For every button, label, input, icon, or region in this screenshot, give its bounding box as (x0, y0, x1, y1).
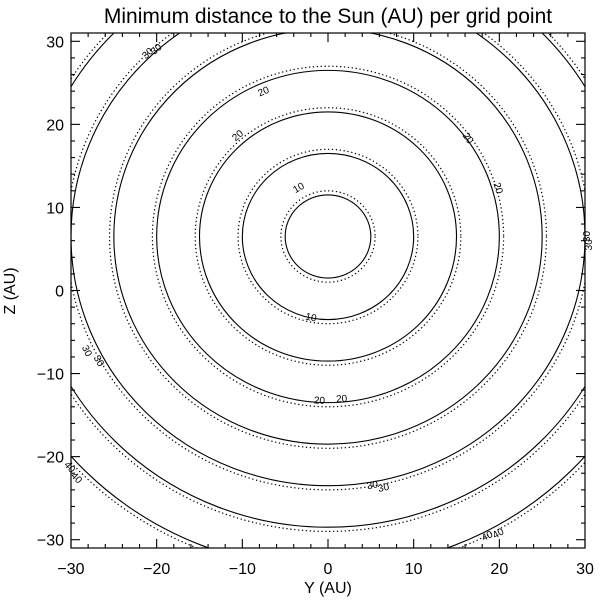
contour-label: 30 (91, 354, 106, 369)
contour-solid (71, 33, 585, 487)
contour-dotted (71, 461, 585, 548)
contour-dotted (280, 190, 376, 283)
y-tick-label: 0 (55, 284, 64, 301)
contour-solid (284, 194, 372, 279)
contour-label: 30 (377, 482, 391, 495)
contour-label: 20 (257, 85, 272, 100)
contour-label: 10 (291, 181, 307, 196)
contour-solid (156, 69, 500, 404)
contour-dotted (151, 65, 505, 408)
contour-dotted (237, 148, 419, 325)
y-tick-label: −30 (37, 533, 64, 550)
x-axis-label: Y (AU) (304, 580, 352, 597)
contour-solid (71, 455, 585, 548)
contour-dotted (194, 107, 462, 366)
contour-solid (198, 111, 458, 362)
contour-label: 30 (584, 239, 595, 251)
y-tick-label: 10 (46, 200, 64, 217)
y-tick-label: 20 (46, 117, 64, 134)
contour-lines (71, 33, 585, 548)
x-tick-label: −30 (57, 561, 84, 578)
contour-solid (71, 33, 585, 528)
y-tick-label: −20 (37, 450, 64, 467)
contour-label: 20 (491, 181, 505, 195)
x-tick-label: 0 (324, 561, 333, 578)
y-axis-label: Z (AU) (2, 267, 19, 314)
x-tick-label: −20 (143, 561, 170, 578)
y-tick-label: −10 (37, 367, 64, 384)
contour-solid (241, 152, 415, 321)
contour-label: 20 (314, 395, 326, 407)
axis-ticks (70, 33, 586, 548)
contour-label: 30 (582, 231, 593, 243)
contour-label: 20 (230, 128, 246, 144)
x-tick-label: 10 (405, 561, 423, 578)
contour-dotted (71, 33, 585, 491)
contour-dotted (109, 33, 547, 449)
y-tick-label: 30 (46, 34, 64, 51)
contour-label: 40 (491, 526, 506, 541)
contour-dotted (71, 33, 585, 532)
x-tick-label: −10 (229, 561, 256, 578)
plot-frame (70, 32, 586, 549)
contour-label: 30 (366, 479, 379, 492)
axis-tick-labels: −30 −20 −10 0 10 20 30 −30 −20 −10 0 10 20 30 (37, 34, 594, 578)
contour-label: 10 (304, 312, 318, 325)
contour-label: 40 (480, 529, 495, 544)
contour-label: 20 (336, 393, 348, 405)
x-tick-label: 30 (576, 561, 594, 578)
contour-solid (113, 33, 543, 445)
x-tick-label: 20 (490, 561, 508, 578)
contour-label: 30 (79, 344, 94, 359)
chart-title: Minimum distance to the Sun (AU) per gri… (104, 5, 552, 28)
